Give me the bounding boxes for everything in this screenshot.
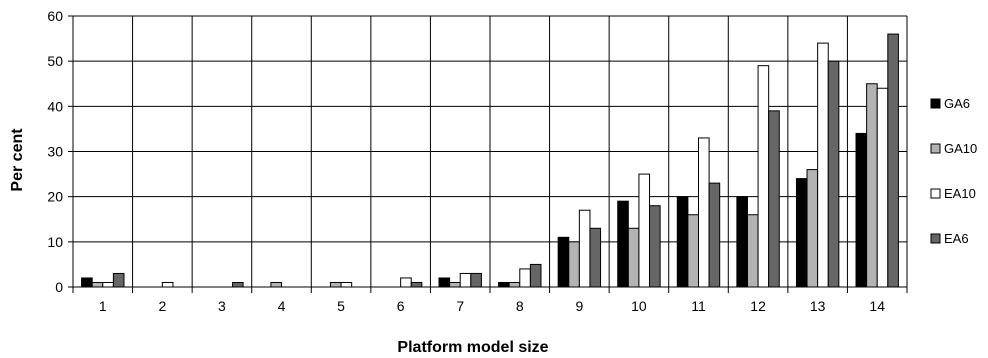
bar-ea6-1: [112, 272, 125, 288]
bar-ga10-8: [508, 281, 521, 288]
bar-ga6-1: [81, 277, 93, 288]
x-tick-label: 4: [278, 298, 286, 314]
x-tick-label: 14: [869, 298, 885, 314]
bar-ea10-5: [340, 281, 353, 288]
x-tick-label: 5: [337, 298, 345, 314]
gridlines: [73, 15, 908, 287]
bar-ga10-11: [687, 214, 700, 288]
x-tick-label: 10: [631, 298, 647, 314]
x-tick-label: 8: [516, 298, 524, 314]
legend-label-ea6: EA6: [944, 231, 969, 246]
bar-ga10-14: [866, 83, 878, 288]
bar-ga10-4: [270, 281, 282, 288]
bar-ga10-9: [568, 241, 580, 288]
bar-ga6-10: [617, 200, 629, 288]
bar-ea6-8: [529, 263, 542, 288]
legend-swatch-ga6: [930, 98, 941, 109]
bar-ga6-12: [736, 196, 748, 288]
bar-ga6-7: [438, 277, 451, 288]
x-tick-label: 6: [397, 298, 405, 314]
bar-ga10-7: [449, 281, 461, 288]
bar-ga6-8: [498, 281, 510, 288]
bar-ga6-9: [557, 236, 570, 288]
bar-ga10-10: [627, 227, 640, 288]
legend-swatch-ea6: [930, 233, 941, 244]
bar-ea10-10: [638, 173, 651, 288]
bar-ea10-11: [698, 137, 710, 288]
bar-ga6-11: [676, 196, 689, 288]
bar-ea10-14: [876, 87, 889, 288]
y-tick-label: 20: [47, 189, 63, 205]
x-tick-label: 3: [218, 298, 226, 314]
x-tick-label: 13: [810, 298, 826, 314]
y-tick-label: 40: [47, 98, 63, 114]
bar-ea6-11: [708, 182, 721, 288]
bar-ga10-13: [806, 169, 819, 288]
y-tick-label: 0: [55, 279, 63, 295]
legend-label-ga6: GA6: [944, 96, 970, 111]
bar-ea6-3: [232, 281, 244, 288]
bar-ga6-14: [855, 132, 868, 288]
bar-ea10-7: [459, 272, 472, 288]
legend-label-ea10: EA10: [944, 186, 976, 201]
legend-label-ga10: GA10: [944, 141, 977, 156]
bar-ga10-12: [746, 214, 759, 288]
bar-ea10-1: [102, 281, 114, 288]
axes: [68, 15, 908, 293]
bars: [81, 33, 899, 288]
legend-swatch-ea10: [930, 188, 941, 199]
bar-ga10-5: [329, 281, 342, 288]
x-tick-label: 1: [99, 298, 107, 314]
bar-ea6-13: [827, 60, 840, 288]
y-tick-label: 60: [47, 8, 63, 24]
y-tick-label: 30: [47, 144, 63, 160]
x-tick-label: 12: [750, 298, 766, 314]
bar-ga10-1: [91, 281, 104, 288]
bar-ea6-10: [649, 205, 661, 288]
x-tick-label: 11: [691, 298, 706, 314]
y-tick-label: 10: [47, 234, 63, 250]
x-axis-title: Platform model size: [397, 339, 548, 356]
x-tick-label: 9: [575, 298, 583, 314]
bar-ea6-12: [768, 110, 780, 288]
bar-ea6-6: [410, 281, 423, 288]
bar-ga6-13: [795, 178, 808, 288]
y-tick-label: 50: [47, 53, 63, 69]
bar-ea6-7: [470, 272, 482, 288]
legend: GA6 GA10 EA10 EA6: [930, 96, 977, 246]
x-tick-label: 2: [158, 298, 166, 314]
legend-swatch-ga10: [930, 143, 941, 154]
bar-ea6-9: [589, 227, 602, 288]
bar-ea10-13: [817, 42, 829, 288]
bar-ea6-14: [887, 33, 899, 288]
bar-ea10-8: [519, 268, 531, 288]
bar-ea10-9: [578, 209, 591, 288]
y-axis-title: Per cent: [9, 128, 26, 192]
bar-ea10-12: [757, 65, 770, 288]
x-tick-label: 7: [456, 298, 464, 314]
bar-ea10-6: [400, 277, 412, 288]
bar-ea10-2: [161, 281, 174, 288]
